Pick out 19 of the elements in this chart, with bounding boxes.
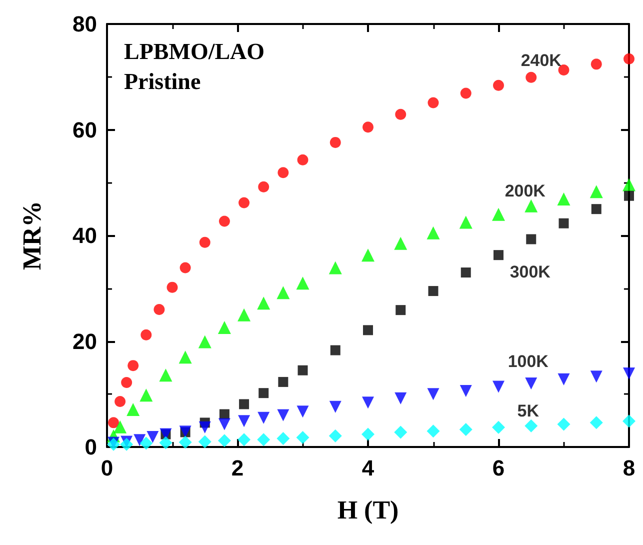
x-tick-label: 4 xyxy=(362,456,375,480)
y-axis-title: MR% xyxy=(18,200,46,270)
annotation: Pristine xyxy=(124,69,201,94)
x-tick-label: 8 xyxy=(622,456,636,480)
x-tick-label: 0 xyxy=(100,456,114,480)
y-tick-label: 40 xyxy=(72,223,97,248)
series-label: 240K xyxy=(520,50,562,70)
x-tick-label: 6 xyxy=(492,456,505,480)
y-tick-label: 20 xyxy=(72,328,97,354)
series-label: 200K xyxy=(504,181,546,200)
series-label: 100K xyxy=(508,352,550,372)
series-label: 5K xyxy=(517,401,540,420)
y-tick-label: 80 xyxy=(72,12,97,36)
annotation: LPBMO/LAO xyxy=(124,39,265,64)
x-axis-title: H (T) xyxy=(337,496,399,524)
x-tick-label: 2 xyxy=(231,456,244,480)
y-tick-label: 0 xyxy=(84,434,97,460)
y-tick-label: 60 xyxy=(72,117,97,142)
series-label: 300K xyxy=(510,262,552,282)
